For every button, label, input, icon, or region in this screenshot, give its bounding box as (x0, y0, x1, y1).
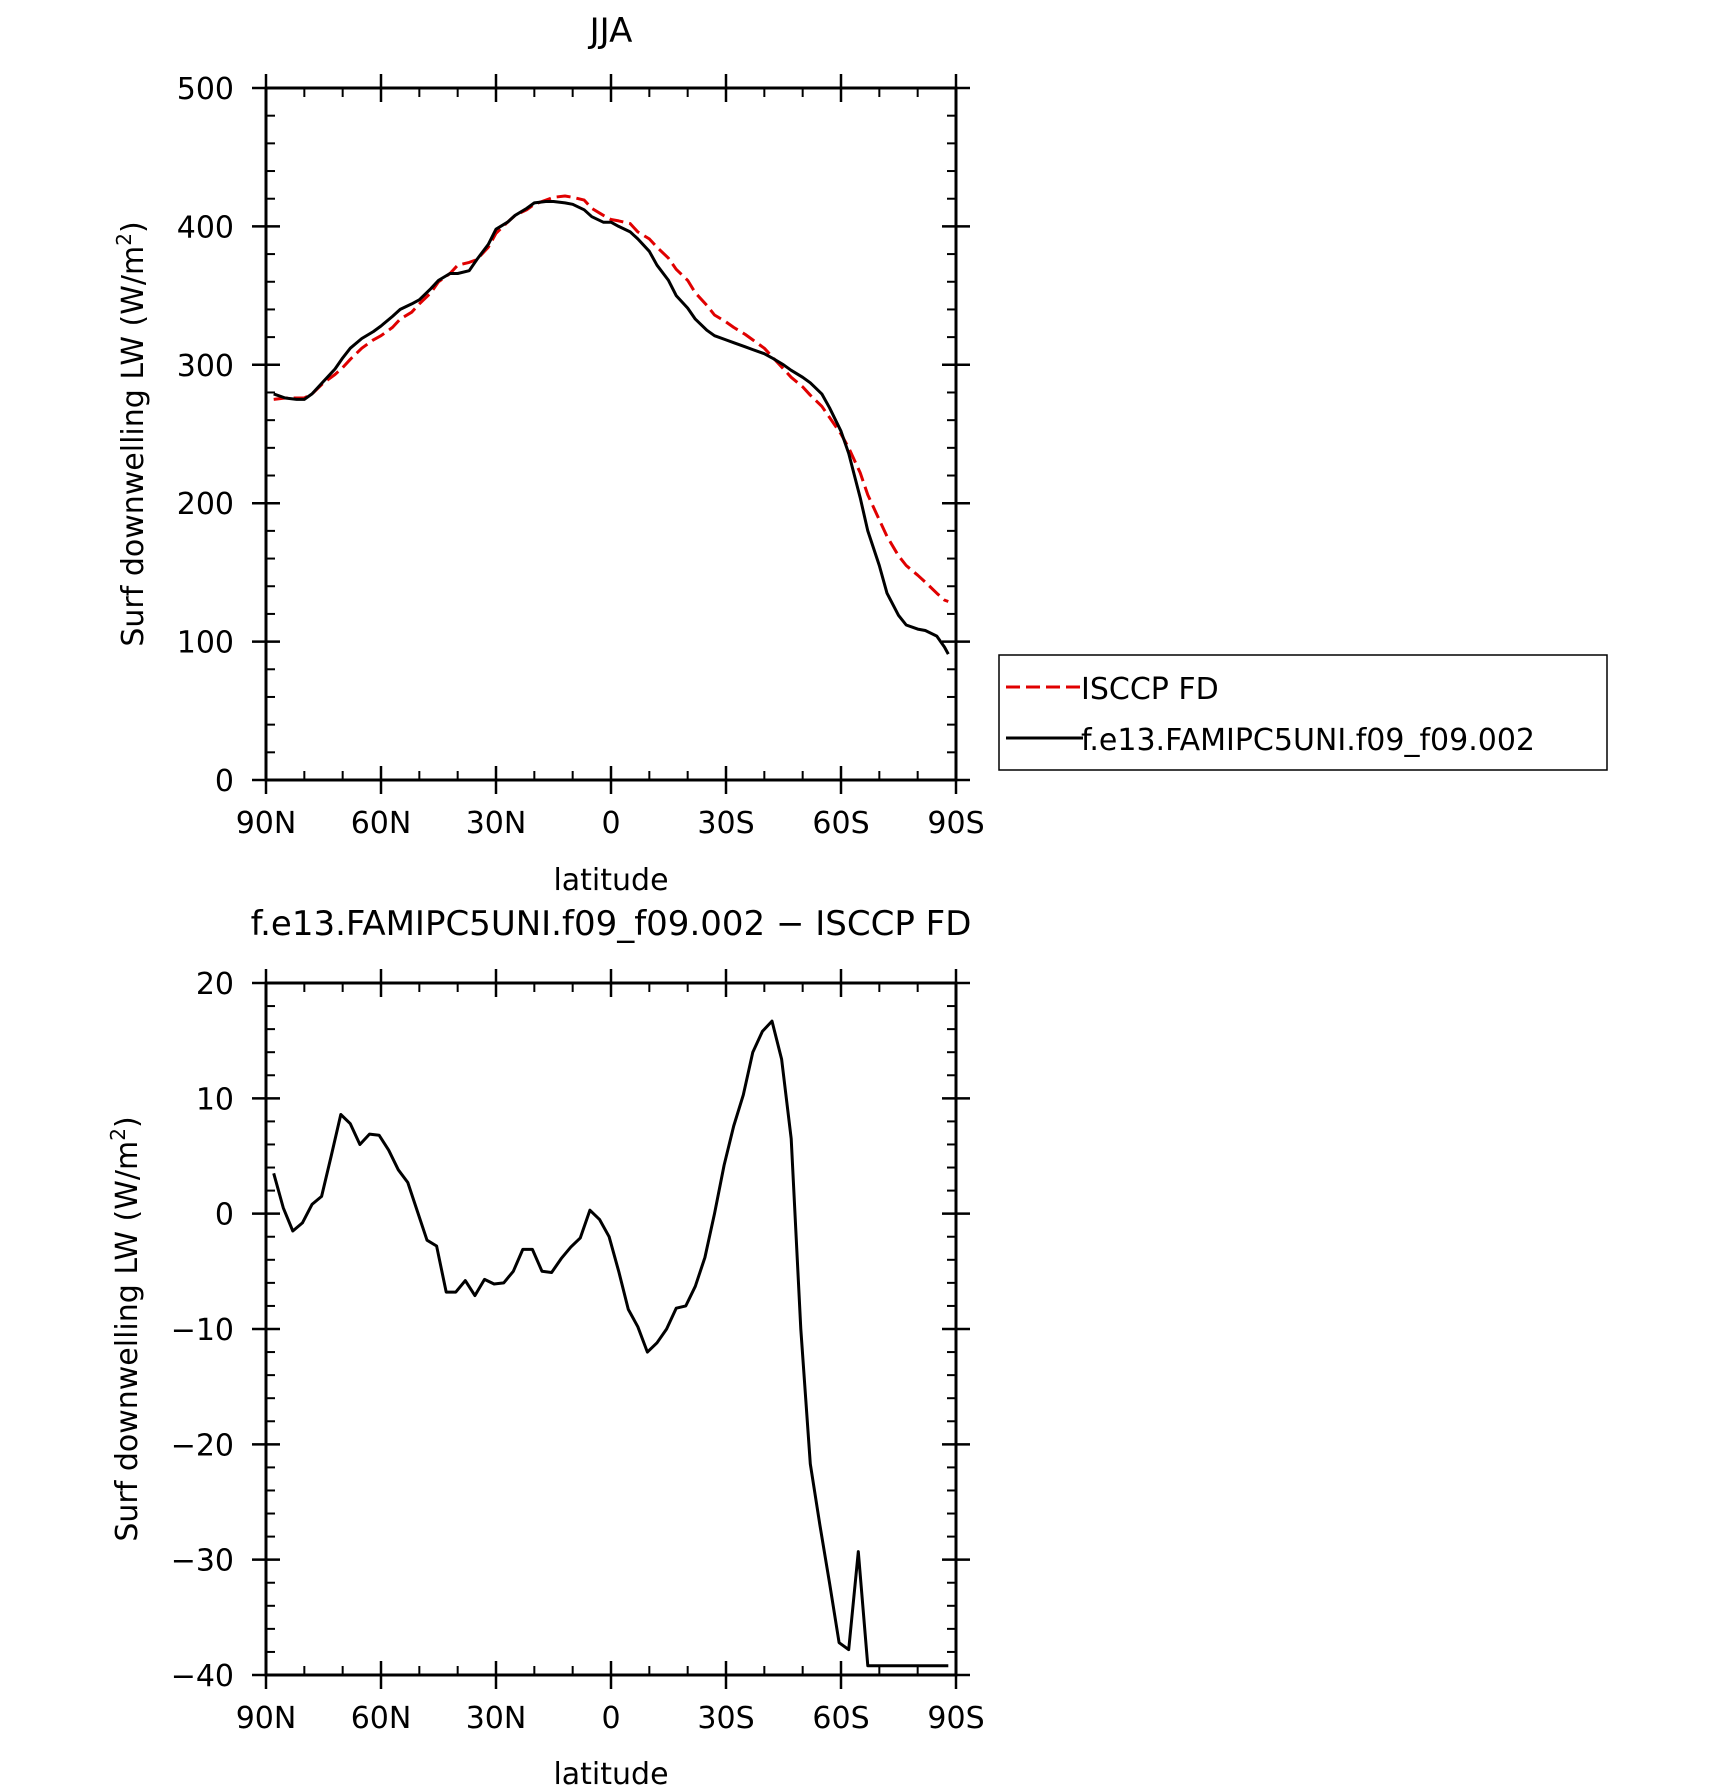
bottom-xtick-label: 60S (812, 1701, 869, 1736)
legend-label-model: f.e13.FAMIPC5UNI.f09_f09.002 (1081, 723, 1535, 758)
bottom-series-lines (272, 1019, 949, 1668)
bottom-ytick-label: 20 (196, 967, 234, 1002)
bottom-plot-frame (264, 981, 958, 1677)
top-series-lines (273, 194, 950, 655)
bottom-y-axis-label-main: Surf downwelling LW (W/m (110, 1141, 145, 1542)
bottom-xtick-labels: 90N 60N 30N 0 30S 60S 90S (236, 1701, 985, 1736)
legend-label-isccp: ISCCP FD (1081, 672, 1219, 707)
bottom-y-axis-label-close: ) (110, 1116, 145, 1128)
bottom-ytick-label: 10 (196, 1082, 234, 1117)
top-plot-frame (264, 86, 958, 782)
bottom-y-axis-label-sup: 2 (106, 1128, 130, 1141)
top-y-axis-label-sup: 2 (112, 233, 136, 246)
top-ytick-label: 400 (177, 210, 234, 245)
top-ytick-label: 200 (177, 487, 234, 522)
bottom-xtick-label: 60N (351, 1701, 412, 1736)
top-xtick-label: 60N (351, 806, 412, 841)
top-xtick-label: 30S (697, 806, 754, 841)
top-ytick-label: 300 (177, 349, 234, 384)
bottom-series-line-0 (272, 1019, 949, 1668)
bottom-xtick-label: 90S (927, 1701, 984, 1736)
bottom-chart-title: f.e13.FAMIPC5UNI.f09_f09.002 − ISCCP FD (251, 904, 972, 944)
bottom-xtick-label: 30N (466, 1701, 527, 1736)
top-xtick-label: 90N (236, 806, 297, 841)
top-ytick-label: 500 (177, 72, 234, 107)
top-xtick-label: 0 (601, 806, 620, 841)
top-xtick-label: 60S (812, 806, 869, 841)
top-y-axis-label-main: Surf downwelling LW (W/m (116, 246, 151, 647)
bottom-ticks (252, 969, 970, 1689)
top-ticks (252, 74, 970, 794)
top-xtick-label: 30N (466, 806, 527, 841)
top-xtick-label: 90S (927, 806, 984, 841)
bottom-ytick-label: −20 (171, 1428, 234, 1463)
bottom-ytick-label: −30 (171, 1544, 234, 1579)
top-series-line-0 (273, 194, 949, 603)
top-ytick-label: 0 (215, 764, 234, 799)
legend: ISCCP FD f.e13.FAMIPC5UNI.f09_f09.002 (998, 654, 1608, 771)
bottom-ytick-label: −40 (171, 1659, 234, 1694)
bottom-xtick-label: 0 (601, 1701, 620, 1736)
legend-box (998, 654, 1608, 771)
top-xtick-labels: 90N 60N 30N 0 30S 60S 90S (236, 806, 985, 841)
top-ytick-label: 100 (177, 626, 234, 661)
bottom-x-axis-label: latitude (553, 1757, 668, 1789)
top-chart-title: JJA (588, 11, 633, 51)
top-panel: JJA 0 100 200 300 400 500 90N 60N 30N 0 30S 60S 90S… (112, 11, 985, 898)
bottom-ytick-label: −10 (171, 1313, 234, 1348)
bottom-y-axis-label: Surf downwelling LW (W/m2) (106, 1116, 145, 1541)
bottom-panel: f.e13.FAMIPC5UNI.f09_f09.002 − ISCCP FD … (106, 904, 985, 1789)
top-y-axis-label-close: ) (116, 221, 151, 233)
bottom-ytick-label: 0 (215, 1198, 234, 1233)
top-series-line-1 (273, 200, 950, 655)
top-ytick-labels: 0 100 200 300 400 500 (177, 72, 234, 799)
bottom-xtick-label: 30S (697, 1701, 754, 1736)
top-x-axis-label: latitude (553, 863, 668, 898)
bottom-xtick-label: 90N (236, 1701, 297, 1736)
top-y-axis-label: Surf downwelling LW (W/m2) (112, 221, 151, 646)
bottom-ytick-labels: −40 −30 −20 −10 0 10 20 (171, 967, 234, 1694)
